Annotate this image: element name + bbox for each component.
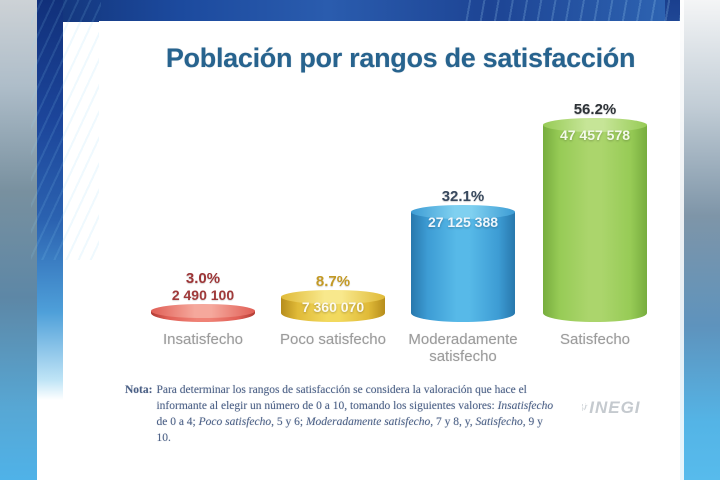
bar-cylinder: 47 457 578: [543, 118, 647, 322]
inegi-logo: '˫ʲʳ INEGI: [580, 398, 641, 418]
category-label-insatisfecho: Insatisfecho: [162, 331, 244, 348]
bar-top-cap: [281, 290, 385, 304]
footnote: Nota: Para determinar los rangos de sati…: [125, 382, 555, 446]
chart-title: Población por rangos de satisfacción: [165, 43, 636, 73]
slide-content: Población por rangos de satisfacción 3.0…: [99, 21, 702, 480]
bar-body: [543, 125, 647, 322]
percent-label: 56.2%: [573, 101, 617, 118]
inegi-glyph-icon: '˫ʲʳ: [580, 402, 588, 414]
template-top-band: [37, 0, 684, 22]
footnote-text: Para determinar los rangos de satisfacci…: [156, 384, 554, 444]
right-pillar-strip: [680, 0, 720, 480]
bar-cylinder: 27 125 388: [411, 205, 515, 322]
category-label-moderadamente-satisfecho: Moderadamente satisfecho: [408, 331, 518, 365]
bar-insatisfecho: 3.0% 2 490 100: [118, 270, 288, 322]
bar-body: [411, 212, 515, 322]
slide-background: Población por rangos de satisfacción 3.0…: [31, 0, 702, 480]
left-pillar-strip: [0, 0, 37, 480]
category-label-satisfecho: Satisfecho: [559, 331, 631, 348]
bar-satisfecho: 56.2% 47 457 578: [510, 101, 680, 322]
bar-moderadamente-satisfecho: 32.1% 27 125 388: [378, 188, 548, 322]
percent-label: 3.0%: [185, 270, 221, 287]
category-label-poco-satisfecho: Poco satisfecho: [280, 331, 386, 348]
template-left-band: [37, 0, 63, 400]
bar-poco-satisfecho: 8.7% 7 360 070: [248, 273, 418, 322]
bar-top-cap: [411, 205, 515, 219]
percent-label: 32.1%: [441, 188, 485, 205]
footnote-label: Nota:: [125, 384, 153, 396]
value-label: 27 125 388: [427, 214, 499, 230]
bar-top-cap: [543, 118, 647, 132]
value-label: 2 490 100: [171, 287, 235, 303]
bar-top-cap: [151, 304, 255, 318]
bar-cylinder: 7 360 070: [281, 290, 385, 322]
percent-label: 8.7%: [315, 273, 351, 290]
bar-cylinder: [151, 304, 255, 322]
value-label: 7 360 070: [301, 299, 365, 315]
value-label: 47 457 578: [559, 127, 631, 143]
bar-chart: 3.0% 2 490 100 Insatisfecho 8.7% 7 360 070 Po…: [99, 21, 702, 480]
inegi-logo-text: INEGI: [589, 398, 641, 417]
